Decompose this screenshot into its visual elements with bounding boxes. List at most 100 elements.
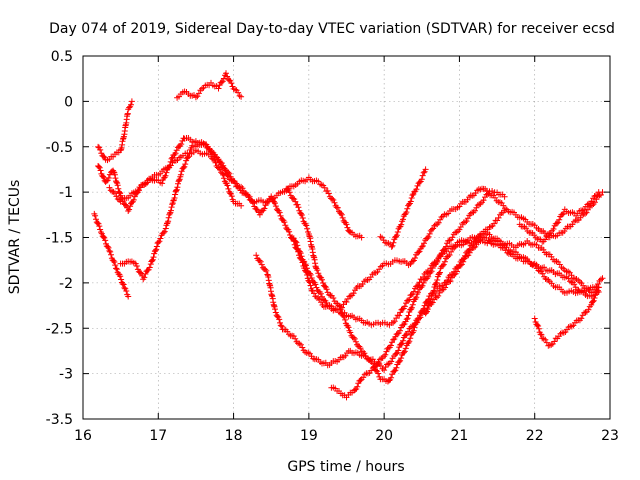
data-point [474,202,481,209]
data-point [313,284,320,291]
axes: 16 17 18 19 20 21 22 23 0.5 0 -0.5 -1 -1.5 -2 -2.5 -3 -3… [46,49,619,444]
data-point [424,306,431,313]
data-point [518,255,525,262]
x-tick-label: 16 [74,428,92,444]
data-point [121,201,128,208]
series-arc-13 [531,284,602,349]
data-point [238,202,245,209]
data-point [268,193,275,200]
data-point [394,229,401,235]
data-point [414,182,421,189]
data-point [599,275,606,282]
data-point [409,192,416,199]
data-point [227,173,234,180]
data-point [163,169,170,176]
data-point [473,204,480,211]
data-point [354,383,361,390]
series-arc-3 [95,135,365,241]
x-axis-label: GPS time / hours [287,459,404,475]
data-point [97,226,104,233]
data-point [220,75,227,82]
data-point [595,284,602,291]
data-point [304,265,310,272]
data-point [102,237,109,244]
data-point [462,252,469,259]
data-point [337,210,344,217]
data-point [165,218,172,225]
data-point [594,287,601,294]
data-point [401,348,408,355]
data-point [553,220,560,227]
data-point [93,216,99,223]
data-point [97,167,104,174]
data-point [177,171,184,178]
data-point [168,207,174,214]
data-point [403,316,410,323]
data-point [462,219,469,226]
data-point [416,315,422,322]
data-point [495,214,502,221]
data-point [397,309,404,316]
data-point [119,198,126,205]
data-point [405,312,412,319]
data-point [535,325,542,332]
data-point [402,345,409,352]
data-point [421,240,427,247]
gridlines [83,56,610,419]
data-point [174,184,181,191]
data-point [307,271,314,278]
y-tick-label: -3 [59,367,73,383]
data-point [236,92,243,99]
data-point [262,202,269,209]
data-point [436,269,443,276]
data-point [400,321,407,328]
x-tick-label: 23 [601,428,619,444]
data-point [453,229,460,236]
data-point [351,335,358,342]
data-point [330,295,337,301]
data-point [456,262,463,269]
data-point [223,70,229,77]
data-point [390,239,397,246]
data-point [591,295,598,301]
data-point [135,187,142,194]
data-point [111,259,118,265]
data-point [235,89,242,96]
data-point [162,225,169,232]
data-point [307,282,314,289]
data-point [160,229,167,236]
data-point [120,281,127,288]
data-point [433,279,440,286]
data-point [410,327,417,334]
data-point [296,248,303,255]
data-point [441,258,448,265]
data-point [409,258,416,265]
data-point [108,251,114,258]
data-point [308,275,315,281]
data-point [256,211,263,218]
data-point [440,246,447,253]
data-point [440,261,447,268]
data-point [290,333,297,340]
data-point [106,184,113,191]
data-point [463,218,470,225]
data-point [286,228,293,235]
data-point [595,189,602,196]
data-point [543,339,550,346]
data-point [100,173,107,180]
data-point [232,179,239,186]
data-point [448,271,455,278]
data-point [551,338,558,345]
data-point [393,364,400,371]
data-point [281,219,288,226]
data-point [362,353,369,360]
data-point [261,205,268,212]
data-point [146,264,153,271]
data-point [224,182,231,189]
data-point [127,203,134,210]
data-point [396,358,403,365]
data-point [219,78,226,85]
data-point [342,316,349,323]
data-point [213,154,220,160]
